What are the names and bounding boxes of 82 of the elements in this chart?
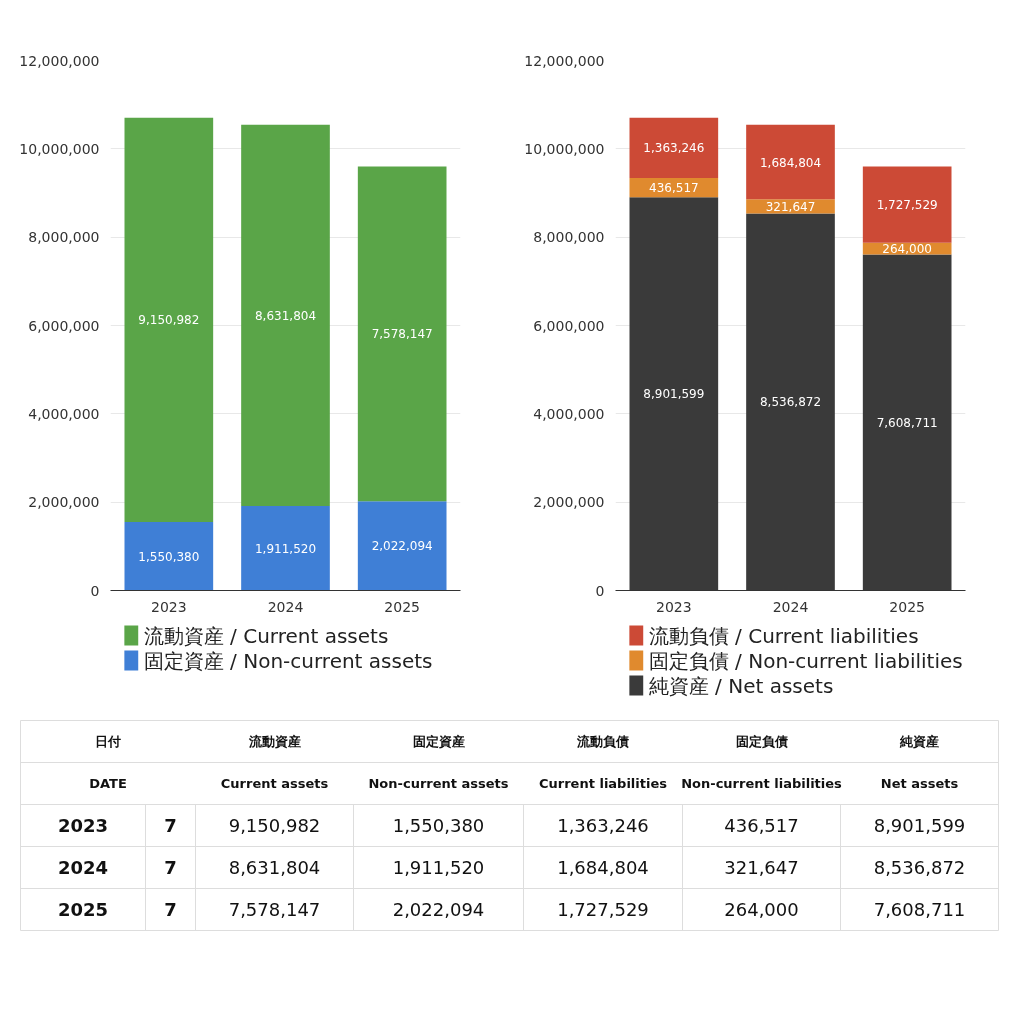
y-tick-label: 12,000,000 [524,52,605,69]
data-label: 1,363,246 [643,141,705,156]
text: 日付 [95,734,121,749]
data-label: 264,000 [882,242,932,257]
text: Net assets [880,776,959,791]
data-label: 9,150,982 [138,313,200,328]
y-tick-label: 8,000,000 [28,229,100,246]
legend-label: 流動資産 / Current assets [143,623,389,648]
data-label: 1,911,520 [254,541,317,556]
y-tick-label: 4,000,000 [28,405,100,422]
y-tick-label: 6,000,000 [533,317,605,334]
bar [241,506,330,591]
y-tick-label: 2,000,000 [28,494,100,511]
data-label: 321,647 [765,199,816,214]
text: 8,536,872 [873,857,966,878]
text: Non-current liabilities [681,776,843,791]
text: 321,647 [724,857,799,878]
legend-label: 固定資産 / Non-current assets [143,648,433,673]
text: 1,911,520 [392,857,485,878]
data-label: 1,550,380 [138,549,200,564]
text: DATE [89,776,127,791]
bar [124,522,214,591]
data-label: 436,517 [649,181,699,196]
text: 純資産 [899,734,939,749]
x-tick-label: 2025 [889,598,925,615]
y-tick-label: 12,000,000 [19,52,100,69]
text: 9,150,982 [228,815,321,836]
y-tick-label: 10,000,000 [19,140,100,157]
y-tick-label: 2,000,000 [533,494,605,511]
data-label: 2,022,094 [371,539,433,554]
y-tick-label: 4,000,000 [533,405,605,422]
legend-label: 流動負債 / Current liabilities [648,623,919,648]
text: 264,000 [724,899,799,920]
data-label: 7,578,147 [371,327,433,342]
text: 流動資産 [247,734,301,749]
text: 1,727,529 [557,899,649,920]
text: 7 [164,815,177,836]
text: 1,550,380 [392,815,485,836]
y-tick-label: 10,000,000 [524,140,605,157]
bar [357,501,447,591]
y-tick-label: 6,000,000 [28,317,100,334]
bar [357,166,447,502]
y-tick-label: 0 [595,582,605,599]
data-label: 1,727,529 [876,198,938,213]
text: 7 [164,857,177,878]
x-tick-label: 2025 [384,598,420,615]
text: 1,363,246 [557,815,649,836]
text: Current assets [220,776,329,791]
text: 流動負債 [576,734,629,749]
bar [746,124,835,200]
bar [124,117,214,523]
data-label: 1,684,804 [759,155,822,170]
text: 7 [164,899,177,920]
legend-label: 固定負債 / Non-current liabilities [648,648,963,673]
text: 2025 [57,899,109,920]
data-label: 8,631,804 [254,308,317,323]
y-tick-label: 8,000,000 [533,229,605,246]
text: 固定資産 [412,734,465,749]
x-tick-label: 2024 [772,598,809,615]
text: Current liabilities [538,776,668,791]
bar [241,124,330,507]
text: 固定負債 [735,734,788,749]
x-tick-label: 2023 [151,598,187,615]
y-tick-label: 0 [90,582,100,599]
text: 2024 [57,857,109,878]
text: Non-current assets [368,776,509,791]
text: 2,022,094 [392,899,485,920]
data-label: 8,901,599 [643,387,705,402]
text: 7,608,711 [873,899,966,920]
text: 2023 [57,815,109,836]
x-tick-label: 2023 [656,598,692,615]
text: 436,517 [724,815,799,836]
bar [629,117,719,179]
data-label: 7,608,711 [876,415,938,430]
legend-label: 純資産 / Net assets [648,673,834,698]
bar [862,166,952,243]
x-tick-label: 2024 [267,598,304,615]
text: 1,684,804 [557,857,649,878]
data-label: 8,536,872 [759,395,822,410]
text: 7,578,147 [228,899,321,920]
text: 8,631,804 [228,857,321,878]
text: 8,901,599 [873,815,966,836]
